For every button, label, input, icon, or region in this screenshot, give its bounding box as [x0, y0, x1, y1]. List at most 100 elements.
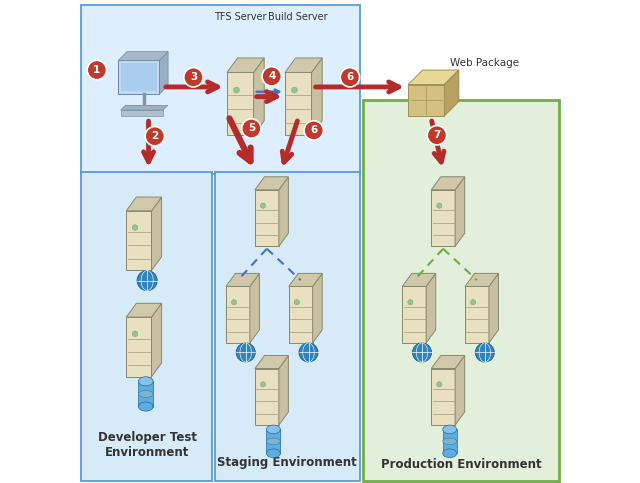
Polygon shape	[426, 273, 436, 343]
Circle shape	[304, 121, 323, 140]
Text: Production Environment: Production Environment	[381, 458, 541, 471]
Polygon shape	[226, 273, 259, 286]
Polygon shape	[408, 85, 444, 116]
FancyBboxPatch shape	[215, 172, 360, 481]
FancyBboxPatch shape	[364, 100, 559, 481]
Circle shape	[132, 331, 138, 337]
Polygon shape	[431, 190, 455, 246]
Polygon shape	[152, 303, 161, 377]
Polygon shape	[255, 369, 279, 425]
Ellipse shape	[266, 425, 280, 434]
Circle shape	[436, 382, 442, 387]
Polygon shape	[279, 177, 289, 246]
Polygon shape	[402, 273, 436, 286]
Circle shape	[137, 270, 157, 291]
Polygon shape	[152, 197, 161, 270]
Polygon shape	[120, 110, 163, 116]
Polygon shape	[285, 72, 312, 135]
Circle shape	[184, 68, 203, 87]
Ellipse shape	[266, 438, 280, 444]
Polygon shape	[285, 58, 322, 72]
Polygon shape	[121, 63, 157, 91]
Polygon shape	[227, 58, 264, 72]
Polygon shape	[126, 303, 161, 317]
Circle shape	[291, 87, 298, 93]
Polygon shape	[289, 286, 312, 343]
Polygon shape	[408, 70, 459, 85]
Polygon shape	[159, 52, 168, 94]
Circle shape	[236, 343, 255, 362]
Polygon shape	[255, 355, 289, 369]
Polygon shape	[465, 286, 489, 343]
Polygon shape	[120, 105, 168, 110]
Polygon shape	[250, 273, 259, 343]
Circle shape	[145, 127, 164, 146]
Polygon shape	[465, 273, 499, 286]
Text: Staging Environment: Staging Environment	[218, 455, 357, 469]
Circle shape	[428, 126, 447, 145]
Circle shape	[340, 68, 360, 87]
Polygon shape	[226, 286, 250, 343]
Ellipse shape	[443, 449, 457, 458]
Polygon shape	[227, 72, 253, 135]
Circle shape	[260, 203, 266, 208]
Text: 6: 6	[310, 126, 317, 135]
Polygon shape	[253, 58, 264, 135]
Text: 3: 3	[190, 72, 197, 82]
Ellipse shape	[443, 425, 457, 434]
Circle shape	[299, 343, 318, 362]
Polygon shape	[312, 58, 322, 135]
Polygon shape	[138, 382, 153, 407]
Polygon shape	[118, 52, 168, 60]
Circle shape	[436, 203, 442, 208]
Text: 2: 2	[151, 131, 159, 141]
Polygon shape	[126, 197, 161, 211]
Text: Web Package: Web Package	[451, 58, 520, 68]
Polygon shape	[455, 355, 465, 425]
Ellipse shape	[443, 438, 457, 444]
Text: 4: 4	[268, 71, 275, 81]
Polygon shape	[125, 105, 159, 112]
Text: Build Server: Build Server	[268, 12, 328, 22]
Polygon shape	[489, 273, 499, 343]
Text: 6: 6	[346, 72, 353, 82]
Ellipse shape	[138, 390, 153, 398]
Circle shape	[242, 119, 261, 138]
Text: Developer Test
Environment: Developer Test Environment	[97, 431, 196, 459]
Circle shape	[87, 60, 106, 80]
Polygon shape	[431, 177, 465, 190]
Circle shape	[476, 343, 494, 362]
Polygon shape	[266, 429, 280, 453]
Polygon shape	[279, 355, 289, 425]
Circle shape	[470, 299, 476, 305]
Circle shape	[232, 299, 237, 305]
Polygon shape	[431, 355, 465, 369]
FancyBboxPatch shape	[81, 172, 212, 481]
Polygon shape	[255, 190, 279, 246]
Circle shape	[408, 299, 413, 305]
Circle shape	[234, 87, 239, 93]
Polygon shape	[402, 286, 426, 343]
Text: 1: 1	[93, 65, 100, 75]
Polygon shape	[431, 369, 455, 425]
Ellipse shape	[138, 377, 153, 386]
Polygon shape	[126, 317, 152, 377]
Text: 7: 7	[433, 130, 440, 140]
Circle shape	[412, 343, 431, 362]
Circle shape	[294, 299, 300, 305]
Circle shape	[132, 225, 138, 230]
Text: TFS Server: TFS Server	[214, 12, 266, 22]
Polygon shape	[289, 273, 322, 286]
Ellipse shape	[138, 402, 153, 411]
FancyBboxPatch shape	[81, 5, 360, 174]
Circle shape	[262, 67, 282, 86]
Polygon shape	[444, 70, 459, 116]
Polygon shape	[255, 177, 289, 190]
Polygon shape	[312, 273, 322, 343]
Polygon shape	[118, 60, 159, 94]
Circle shape	[260, 382, 266, 387]
Ellipse shape	[266, 449, 280, 458]
Polygon shape	[443, 429, 457, 453]
Polygon shape	[455, 177, 465, 246]
Text: 5: 5	[248, 124, 255, 133]
